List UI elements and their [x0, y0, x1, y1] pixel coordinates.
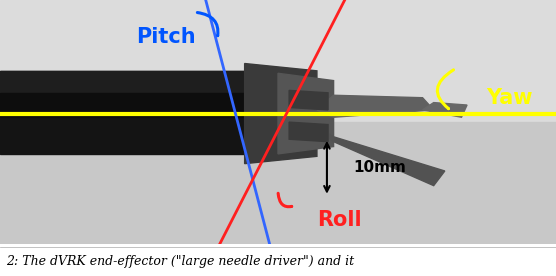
FancyArrowPatch shape — [278, 193, 292, 207]
Polygon shape — [289, 122, 328, 142]
Polygon shape — [317, 127, 445, 186]
Polygon shape — [0, 71, 278, 93]
FancyArrowPatch shape — [438, 70, 454, 109]
Polygon shape — [0, 71, 278, 154]
Text: 2: The dVRK end-effector ("large needle driver") and it: 2: The dVRK end-effector ("large needle … — [6, 255, 354, 268]
Polygon shape — [0, 93, 278, 117]
Text: Yaw: Yaw — [486, 88, 533, 108]
Polygon shape — [423, 103, 467, 117]
FancyArrowPatch shape — [197, 12, 218, 36]
Bar — [0, 0, 556, 122]
Polygon shape — [245, 63, 317, 164]
Text: 10mm: 10mm — [353, 160, 406, 175]
Bar — [0, 122, 556, 244]
Polygon shape — [278, 73, 334, 154]
Polygon shape — [317, 95, 434, 117]
Polygon shape — [289, 90, 328, 110]
Text: Roll: Roll — [317, 210, 361, 230]
Text: Pitch: Pitch — [136, 27, 196, 47]
